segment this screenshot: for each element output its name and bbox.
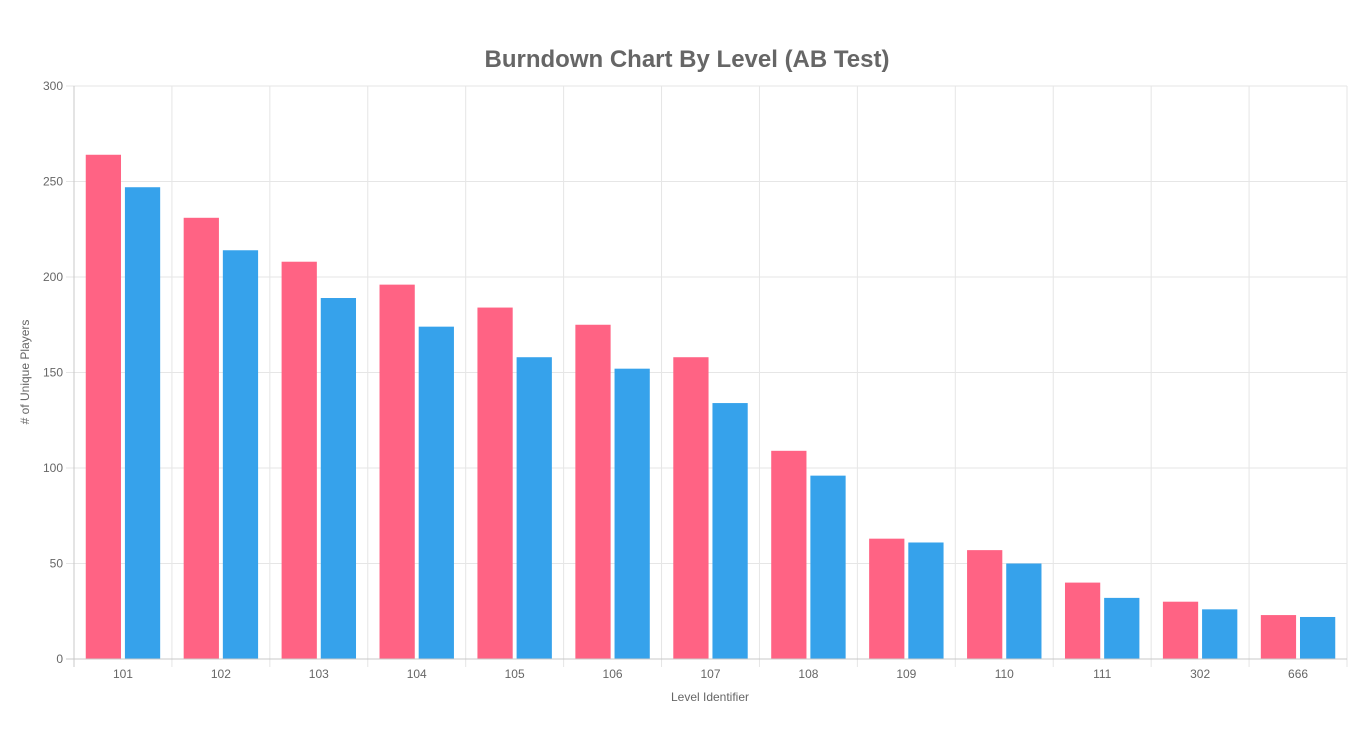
bar-series-1-103[interactable] <box>281 261 317 659</box>
bar-series-1-108[interactable] <box>771 450 807 659</box>
bar-series-1-101[interactable] <box>85 154 122 659</box>
x-tick-label: 107 <box>700 667 720 681</box>
y-axis-label: # of Unique Players <box>18 320 32 425</box>
bar-series-2-108[interactable] <box>810 475 846 659</box>
bar-series-2-103[interactable] <box>320 298 357 659</box>
x-axis-label: Level Identifier <box>671 690 749 704</box>
bar-series-2-109[interactable] <box>908 542 944 659</box>
x-tick-label: 104 <box>407 667 427 681</box>
axes-layer <box>66 86 1347 667</box>
x-tick-label: 108 <box>798 667 818 681</box>
x-tick-label: 101 <box>113 667 133 681</box>
y-tick-label: 250 <box>43 175 63 189</box>
bar-series-1-111[interactable] <box>1064 582 1101 659</box>
bar-series-2-105[interactable] <box>516 357 552 659</box>
bar-series-1-102[interactable] <box>183 217 219 660</box>
x-tick-label: 106 <box>603 667 623 681</box>
y-tick-label: 200 <box>43 270 63 284</box>
bar-series-2-666[interactable] <box>1299 616 1336 659</box>
bar-series-1-110[interactable] <box>967 550 1003 659</box>
bar-series-2-110[interactable] <box>1006 563 1042 660</box>
bar-series-1-104[interactable] <box>379 284 415 659</box>
x-tick-label: 111 <box>1093 667 1112 681</box>
y-tick-label: 50 <box>50 557 64 571</box>
x-tick-label: 103 <box>309 667 329 681</box>
bar-series-2-107[interactable] <box>712 403 748 659</box>
grid-layer <box>66 85 1348 667</box>
bar-series-1-109[interactable] <box>869 538 905 659</box>
bar-series-1-107[interactable] <box>673 357 709 659</box>
x-tick-label: 102 <box>211 667 231 681</box>
chart-title: Burndown Chart By Level (AB Test) <box>485 46 890 73</box>
y-tick-label: 0 <box>56 652 63 666</box>
bar-series-2-104[interactable] <box>418 326 454 659</box>
y-tick-label: 100 <box>43 461 63 475</box>
bar-series-1-106[interactable] <box>575 324 611 659</box>
bar-series-2-302[interactable] <box>1202 609 1238 659</box>
bar-series-2-106[interactable] <box>614 368 650 659</box>
bar-series-2-102[interactable] <box>222 250 259 659</box>
y-tick-label: 300 <box>43 79 63 93</box>
bar-series-1-666[interactable] <box>1260 615 1297 659</box>
bars-layer <box>85 154 1336 660</box>
ticks-layer: 0 50 100 150 200 250 300 101 102 103 104 105 106 107 1… <box>43 79 1308 681</box>
bar-series-2-101[interactable] <box>124 187 161 660</box>
bar-series-2-111[interactable] <box>1104 597 1140 659</box>
x-tick-label: 105 <box>505 667 525 681</box>
bar-series-1-302[interactable] <box>1162 601 1199 659</box>
y-tick-label: 150 <box>43 366 63 380</box>
x-tick-label: 302 <box>1190 667 1210 681</box>
x-tick-label: 666 <box>1288 667 1308 681</box>
x-tick-label: 110 <box>995 667 1014 681</box>
x-tick-label: 109 <box>896 667 916 681</box>
bar-series-1-105[interactable] <box>477 307 513 659</box>
